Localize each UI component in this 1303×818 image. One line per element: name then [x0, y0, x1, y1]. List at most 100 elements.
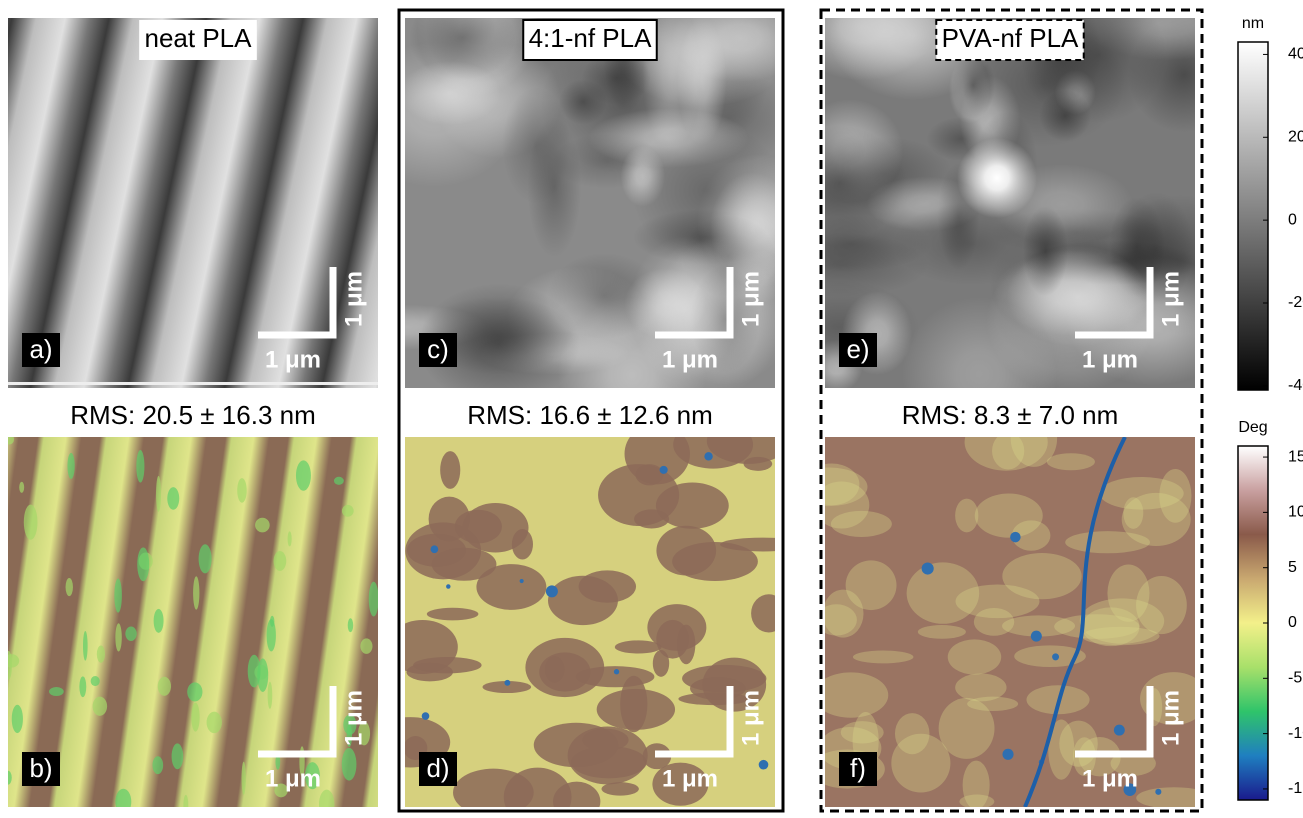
- texture: [432, 548, 497, 581]
- scale-label: 1 μm: [1082, 346, 1138, 373]
- colorbar: [1238, 42, 1268, 390]
- texture: [769, 216, 931, 272]
- texture: [67, 453, 74, 479]
- tick-label: -10: [1288, 725, 1303, 742]
- rms-label: RMS: 8.3 ± 7.0 nm: [902, 400, 1119, 430]
- panel-title: neat PLA: [145, 23, 253, 53]
- texture: [548, 576, 618, 625]
- tick-label: 10: [1288, 504, 1303, 521]
- texture: [576, 666, 655, 687]
- texture: [360, 638, 372, 653]
- spot: [422, 712, 430, 720]
- texture: [66, 578, 73, 596]
- texture: [267, 619, 276, 651]
- spot: [520, 579, 524, 583]
- texture: [19, 482, 24, 493]
- texture: [707, 419, 790, 464]
- spot: [431, 545, 439, 553]
- texture: [399, 61, 500, 125]
- spot: [922, 562, 934, 574]
- tick-label: 0: [1288, 211, 1297, 228]
- scale-label: 1 μm: [737, 690, 764, 746]
- spot: [614, 669, 619, 674]
- texture: [813, 672, 888, 717]
- panel-label: f): [850, 753, 866, 783]
- spot: [446, 584, 450, 588]
- spot: [759, 760, 769, 770]
- texture: [193, 576, 199, 609]
- scale-label: 1 μm: [737, 271, 764, 327]
- texture: [12, 705, 23, 733]
- figure: neat PLARMS: 20.5 ± 16.3 nma)1 μm1 μmb)1…: [0, 0, 1303, 813]
- texture: [199, 544, 212, 573]
- texture: [97, 646, 105, 663]
- scale-label: 1 μm: [662, 765, 718, 792]
- spot: [704, 452, 712, 460]
- texture: [268, 682, 273, 709]
- texture: [248, 655, 261, 688]
- scale-label: 1 μm: [1082, 765, 1138, 792]
- texture: [677, 625, 695, 665]
- texture: [1122, 493, 1191, 546]
- texture: [237, 478, 246, 503]
- texture: [348, 618, 353, 632]
- particle: [957, 138, 1037, 218]
- scale-label: 1 μm: [1157, 690, 1184, 746]
- texture: [672, 542, 758, 581]
- texture: [527, 117, 581, 258]
- texture: [791, 468, 868, 507]
- scale-label: 1 μm: [265, 346, 321, 373]
- texture: [255, 518, 270, 533]
- texture: [963, 761, 990, 810]
- texture: [342, 748, 357, 781]
- texture: [525, 638, 604, 697]
- tick-label: -5: [1288, 670, 1302, 687]
- texture: [167, 487, 179, 510]
- texture: [154, 609, 164, 633]
- texture: [4, 654, 19, 667]
- panel-label: e): [846, 334, 869, 364]
- panel-label: a): [29, 334, 52, 364]
- texture: [49, 687, 64, 696]
- texture: [93, 697, 108, 716]
- texture: [952, 52, 995, 119]
- texture: [136, 450, 144, 483]
- texture: [83, 631, 88, 661]
- scale-label: 1 μm: [1157, 271, 1184, 327]
- texture: [125, 626, 136, 641]
- height-image: [751, 0, 1251, 452]
- edge: [8, 382, 378, 385]
- texture: [334, 477, 344, 485]
- texture: [751, 594, 786, 632]
- texture: [545, 656, 565, 682]
- texture: [440, 451, 460, 489]
- texture: [853, 651, 913, 664]
- texture: [4, 771, 11, 785]
- texture: [296, 460, 311, 490]
- texture: [615, 640, 662, 653]
- texture: [1023, 206, 1068, 296]
- tick-label: -40: [1288, 377, 1303, 394]
- texture: [274, 551, 287, 571]
- texture: [115, 623, 121, 651]
- texture: [242, 762, 246, 795]
- texture: [114, 578, 122, 612]
- tick-label: 5: [1288, 559, 1297, 576]
- texture: [841, 721, 884, 743]
- panel-label: d): [426, 753, 449, 783]
- spot: [1052, 653, 1059, 660]
- texture: [342, 505, 354, 517]
- spot: [546, 585, 558, 597]
- scale-label: 1 μm: [265, 765, 321, 792]
- colorbar-unit: Deg: [1238, 419, 1267, 436]
- texture: [653, 650, 669, 677]
- texture: [187, 682, 202, 701]
- texture: [462, 503, 528, 553]
- spot: [1114, 725, 1125, 736]
- texture: [207, 712, 222, 733]
- panel-title: PVA-nf PLA: [942, 23, 1079, 53]
- spot: [1031, 631, 1042, 642]
- panel-label: c): [427, 334, 449, 364]
- texture: [158, 677, 171, 696]
- texture: [907, 562, 980, 623]
